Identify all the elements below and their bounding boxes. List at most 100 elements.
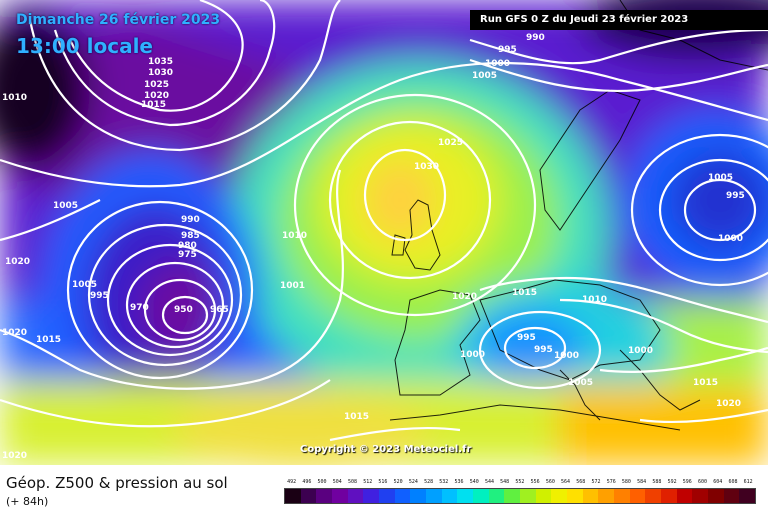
isobar-label: 975 [178, 250, 197, 260]
isobar-label: 1020 [2, 451, 27, 461]
color-swatch [332, 489, 348, 503]
color-swatch [535, 489, 552, 503]
color-scale-tick: 596 [682, 479, 692, 485]
color-scale-tick: 492 [287, 479, 297, 485]
color-scale-tick: 496 [302, 479, 312, 485]
legend-title: Géop. Z500 & pression au sol [6, 474, 228, 492]
isobar-label: 965 [210, 305, 229, 315]
isobar-label: 995 [517, 333, 536, 343]
isobar-label: 1005 [53, 201, 78, 211]
color-scale-tick: 504 [332, 479, 342, 485]
color-swatch [394, 489, 411, 503]
color-scale-tick: 564 [561, 479, 571, 485]
color-scale-tick: 536 [454, 479, 464, 485]
color-scale-tick: 604 [713, 479, 723, 485]
copyright-text: Copyright © 2023 Meteociel.fr [300, 444, 472, 455]
isobar-label: 1000 [460, 350, 485, 360]
color-scale-tick: 524 [408, 479, 418, 485]
color-scale-tick: 568 [576, 479, 586, 485]
color-swatch [692, 489, 709, 503]
color-swatch [363, 489, 380, 503]
color-swatch [582, 489, 599, 503]
color-scale-tick: 544 [484, 479, 494, 485]
color-swatch [457, 489, 474, 503]
isobar-label: 995 [90, 291, 109, 301]
legend-panel: Géop. Z500 & pression au sol (+ 84h) 492… [0, 465, 768, 512]
isobar-label: 1035 [148, 57, 173, 67]
color-scale-tick: 576 [606, 479, 616, 485]
isobar-label: 1000 [485, 59, 510, 69]
isobar-label: 1010 [2, 93, 27, 103]
color-scale-tick: 520 [393, 479, 403, 485]
color-scale-tick: 508 [347, 479, 357, 485]
color-swatch [645, 489, 662, 503]
forecast-date: Dimanche 26 février 2023 [16, 12, 221, 28]
color-scale-tick: 560 [545, 479, 555, 485]
color-scale-tick: 580 [621, 479, 631, 485]
color-swatch [426, 489, 442, 503]
color-swatch [614, 489, 630, 503]
color-scale-tick: 528 [424, 479, 434, 485]
color-scale-tick: 612 [743, 479, 753, 485]
isobar-label: 990 [526, 33, 545, 43]
color-swatch [473, 489, 489, 503]
isobar-label: 990 [181, 215, 200, 225]
color-scale-tick: 532 [439, 479, 449, 485]
color-swatch [300, 489, 317, 503]
color-scale-bar [284, 488, 756, 504]
color-scale-tick: 556 [530, 479, 540, 485]
weather-map: 990 995 1000 1005 1035 1030 1025 1020 10… [0, 0, 768, 465]
color-swatch [441, 489, 458, 503]
isobar-label: 1010 [582, 295, 607, 305]
isobar-label: 985 [181, 231, 200, 241]
isobar-label: 995 [726, 191, 745, 201]
color-scale-tick: 584 [637, 479, 647, 485]
color-scale-tick: 512 [363, 479, 373, 485]
isobar-label: 995 [498, 45, 517, 55]
color-swatch [629, 489, 646, 503]
isobar-label: 1020 [452, 292, 477, 302]
color-scale-tick: 600 [698, 479, 708, 485]
isobar-label: 1030 [148, 68, 173, 78]
isobar-label: 995 [534, 345, 553, 355]
isobar-label: 1015 [141, 100, 166, 110]
color-swatch [739, 489, 756, 503]
isobar-label: 1030 [414, 162, 439, 172]
color-swatch [598, 489, 615, 503]
color-scale-tick: 608 [728, 479, 738, 485]
color-scale-ticks: 492 496 500 504 508 512 516 520 524 528 532 536 540 5… [284, 479, 756, 485]
color-swatch [504, 489, 521, 503]
isobar-label: 1015 [693, 378, 718, 388]
color-scale-tick: 572 [591, 479, 601, 485]
color-scale-tick: 540 [469, 479, 479, 485]
isobar-label: 1025 [438, 138, 463, 148]
model-run-label: Run GFS 0 Z du Jeudi 23 février 2023 [470, 10, 768, 30]
color-scale-tick: 516 [378, 479, 388, 485]
isobar-label: 1015 [512, 288, 537, 298]
isobar-label: 1005 [72, 280, 97, 290]
isobar-label: 1000 [628, 346, 653, 356]
color-scale: 492 496 500 504 508 512 516 520 524 528 532 536 540 5… [284, 479, 756, 504]
isobar-label: 1020 [716, 399, 741, 409]
color-scale-tick: 592 [667, 479, 677, 485]
color-swatch [723, 489, 740, 503]
isobar-label-group: 990 995 1000 1005 1035 1030 1025 1020 10… [2, 33, 745, 461]
color-swatch [316, 489, 333, 503]
color-swatch [285, 489, 301, 503]
isobar-label: 1005 [708, 173, 733, 183]
legend-subtitle: (+ 84h) [6, 495, 49, 508]
color-swatch [488, 489, 505, 503]
color-scale-tick: 548 [500, 479, 510, 485]
color-swatch [708, 489, 724, 503]
isobar-label: 1000 [718, 234, 743, 244]
isobar-label: 1015 [36, 335, 61, 345]
isobar-label: 1001 [280, 281, 305, 291]
isobar-label: 1020 [144, 91, 169, 101]
isobar-label: 970 [130, 303, 149, 313]
color-scale-tick: 500 [317, 479, 327, 485]
color-scale-tick: 588 [652, 479, 662, 485]
color-swatch [410, 489, 427, 503]
color-swatch [520, 489, 536, 503]
isobar-label: 1010 [282, 231, 307, 241]
isobar-label: 950 [174, 305, 193, 315]
